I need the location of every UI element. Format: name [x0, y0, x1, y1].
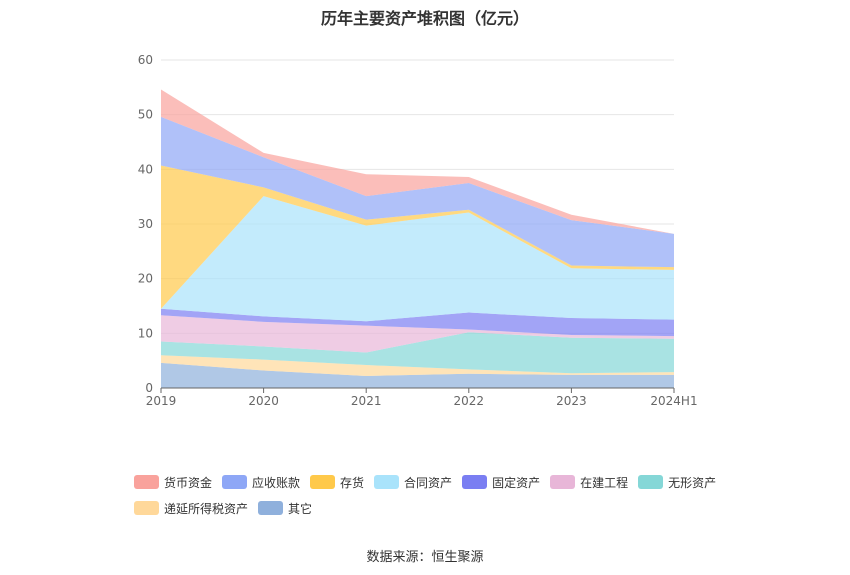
legend-label: 在建工程 [580, 475, 629, 490]
legend-item[interactable]: 存货 [310, 474, 364, 490]
legend-swatch [134, 501, 159, 515]
x-tick-label: 2024H1 [650, 394, 697, 408]
legend-item[interactable]: 货币资金 [134, 474, 212, 490]
area-series [161, 355, 674, 376]
legend-swatch [258, 501, 284, 515]
y-tick-label: 20 [138, 272, 153, 286]
area-series [161, 315, 674, 353]
x-tick-label: 2022 [454, 394, 485, 408]
chart-legend: 货币资金 应收账款 存货 合同资产 固定资产 在建工程 无形资产递延所得税资产 其它 [134, 474, 734, 516]
legend-label: 递延所得税资产 [164, 501, 249, 516]
legend-swatch [462, 475, 488, 489]
legend-item[interactable]: 在建工程 [550, 474, 628, 490]
area-series [161, 116, 674, 268]
chart-title: 历年主要资产堆积图（亿元） [320, 9, 529, 28]
legend-item[interactable]: 合同资产 [374, 474, 452, 490]
legend-swatch [222, 475, 248, 489]
legend-swatch [134, 475, 159, 489]
y-tick-label: 60 [138, 53, 153, 67]
legend-swatch [638, 475, 664, 489]
area-series [161, 196, 674, 322]
y-tick-label: 10 [138, 326, 153, 340]
legend-item[interactable]: 递延所得税资产 [134, 500, 248, 516]
area-series [161, 362, 674, 388]
area-series [161, 332, 674, 374]
y-tick-label: 40 [138, 162, 153, 176]
area-series [161, 308, 674, 337]
legend-swatch [550, 475, 576, 489]
x-tick-label: 2021 [351, 394, 382, 408]
legend-label: 存货 [340, 475, 365, 490]
y-tick-label: 0 [145, 381, 153, 395]
legend-label: 固定资产 [492, 475, 541, 490]
legend-item[interactable]: 其它 [258, 500, 312, 516]
y-tick-label: 30 [138, 217, 153, 231]
area-series [161, 165, 674, 309]
legend-label: 合同资产 [404, 475, 453, 490]
legend-item[interactable]: 无形资产 [638, 474, 716, 490]
legend-swatch [310, 475, 336, 489]
legend-item[interactable]: 应收账款 [222, 474, 300, 490]
stacked-area-chart: 0 10 20 30 40 50 60 2019 2020 2021 2022 2023 2024H1 [138, 53, 698, 408]
x-tick-label: 2023 [556, 394, 587, 408]
data-source: 数据来源：恒生聚源 [366, 550, 484, 565]
legend-item[interactable]: 固定资产 [462, 474, 540, 490]
y-tick-label: 50 [138, 108, 153, 122]
legend-label: 无形资产 [668, 475, 717, 490]
legend-label: 货币资金 [164, 475, 213, 490]
legend-label: 其它 [288, 501, 313, 516]
legend-label: 应收账款 [252, 475, 301, 490]
x-tick-label: 2020 [248, 394, 279, 408]
legend-swatch [374, 475, 400, 489]
x-tick-label: 2019 [146, 394, 177, 408]
